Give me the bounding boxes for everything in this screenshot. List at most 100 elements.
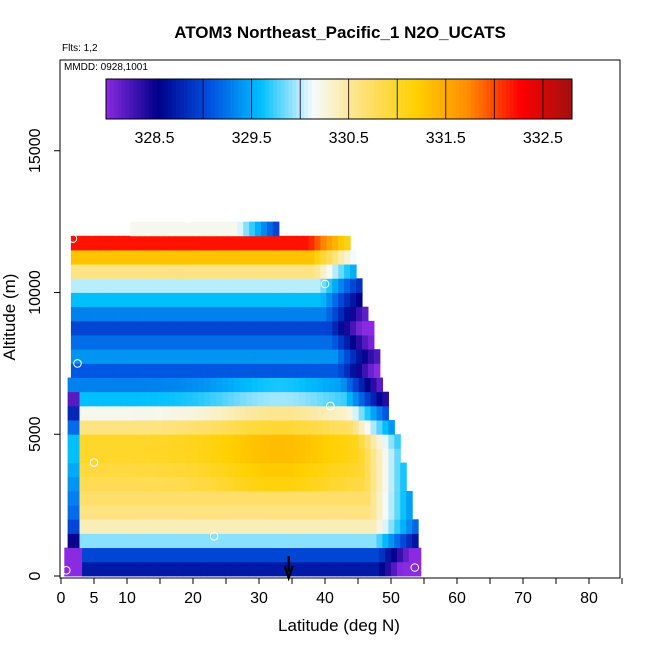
curtain-cell xyxy=(231,306,238,322)
curtain-cell xyxy=(138,533,146,549)
curtain-cell xyxy=(346,533,354,549)
curtain-cell xyxy=(287,448,294,464)
curtain-cell xyxy=(239,420,247,435)
curtain-cell xyxy=(396,547,404,563)
curtain-cell xyxy=(326,235,333,251)
curtain-cell xyxy=(210,405,217,421)
colorbar-segment xyxy=(187,79,192,119)
curtain-cell xyxy=(237,278,244,293)
curtain-cell xyxy=(70,264,78,279)
curtain-cell xyxy=(222,434,229,449)
curtain-cell xyxy=(379,561,386,577)
curtain-cell xyxy=(132,405,140,421)
curtain-cell xyxy=(73,462,81,478)
curtain-cell xyxy=(263,505,271,520)
curtain-cell xyxy=(162,434,170,449)
curtain-cell xyxy=(272,278,280,293)
colorbar-segment xyxy=(148,79,154,119)
curtain-cell xyxy=(370,448,378,464)
curtain-cell xyxy=(174,377,182,393)
curtain-cell xyxy=(314,249,321,265)
curtain-cell xyxy=(112,249,120,265)
colorbar-segment xyxy=(261,79,266,119)
curtain-cell xyxy=(103,490,110,506)
curtain-cell xyxy=(338,335,345,350)
curtain-cell xyxy=(400,476,407,492)
curtain-cell xyxy=(287,391,294,407)
curtain-cell xyxy=(156,448,164,464)
curtain-cell xyxy=(88,264,96,279)
curtain-cell xyxy=(67,448,75,464)
curtain-cell xyxy=(210,476,217,492)
curtain-cell xyxy=(266,249,274,265)
curtain-cell xyxy=(293,448,300,464)
curtain-cell xyxy=(239,476,247,492)
curtain-cell xyxy=(391,561,398,577)
curtain-cell xyxy=(263,519,271,534)
curtain-cell xyxy=(266,278,274,293)
curtain-cell xyxy=(332,292,339,308)
sample-points-layer xyxy=(62,214,520,575)
colorbar-segment xyxy=(323,79,328,119)
curtain-cell xyxy=(121,476,128,492)
curtain-cell xyxy=(79,533,87,549)
curtain-cell xyxy=(207,264,215,279)
curtain-cell xyxy=(284,335,292,350)
curtain-cell xyxy=(189,264,197,279)
curtain-cell xyxy=(358,434,366,449)
curtain-cell xyxy=(376,377,384,393)
curtain-cell xyxy=(332,363,339,378)
curtain-cell xyxy=(358,405,366,421)
x-tick-label: 0 xyxy=(57,590,66,607)
curtain-cell xyxy=(352,434,360,449)
curtain-cell xyxy=(144,533,152,549)
curtain-cell xyxy=(171,264,179,279)
curtain-cell xyxy=(142,221,149,237)
curtain-cell xyxy=(124,264,131,279)
curtain-cell xyxy=(222,490,229,506)
curtain-cell xyxy=(340,462,348,478)
curtain-cell xyxy=(227,377,235,393)
curtain-cell xyxy=(136,306,143,322)
x-tick-label: 50 xyxy=(382,590,400,607)
curtain-cell xyxy=(225,335,232,350)
curtain-cell xyxy=(160,249,167,265)
curtain-cell xyxy=(382,533,389,549)
curtain-cell xyxy=(317,462,324,478)
colorbar-segment xyxy=(436,79,441,119)
curtain-cell xyxy=(165,320,173,336)
curtain-cell xyxy=(278,363,286,378)
curtain-cell xyxy=(243,349,250,364)
curtain-cell xyxy=(332,349,339,364)
curtain-cell xyxy=(73,434,81,449)
curtain-cell xyxy=(204,490,211,506)
curtain-cell xyxy=(218,561,226,577)
curtain-cell xyxy=(278,306,286,322)
curtain-cell xyxy=(296,235,304,251)
colorbar-segment xyxy=(405,79,410,119)
curtain-cell xyxy=(299,405,306,421)
curtain-cell xyxy=(207,278,215,293)
curtain-cell xyxy=(150,448,158,464)
colorbar-segment xyxy=(241,79,247,119)
colorbar-segment xyxy=(179,79,185,119)
curtain-cell xyxy=(249,235,256,251)
curtain-cell xyxy=(103,476,110,492)
curtain-cell xyxy=(257,533,265,549)
curtain-cell xyxy=(136,278,143,293)
curtain-cell xyxy=(320,278,327,293)
curtain-cell xyxy=(245,420,253,435)
curtain-cell xyxy=(313,561,321,577)
curtain-cell xyxy=(76,306,84,322)
curtain-cell xyxy=(168,505,176,520)
curtain-cell xyxy=(313,547,321,563)
curtain-cell xyxy=(70,363,78,378)
curtain-cell xyxy=(231,278,238,293)
colorbar-segment xyxy=(517,79,523,119)
curtain-cell xyxy=(97,462,104,478)
curtain-cell xyxy=(142,235,149,251)
curtain-cell xyxy=(394,505,401,520)
curtain-cell xyxy=(269,490,277,506)
curtain-cell xyxy=(165,363,173,378)
curtain-cell xyxy=(153,547,160,563)
